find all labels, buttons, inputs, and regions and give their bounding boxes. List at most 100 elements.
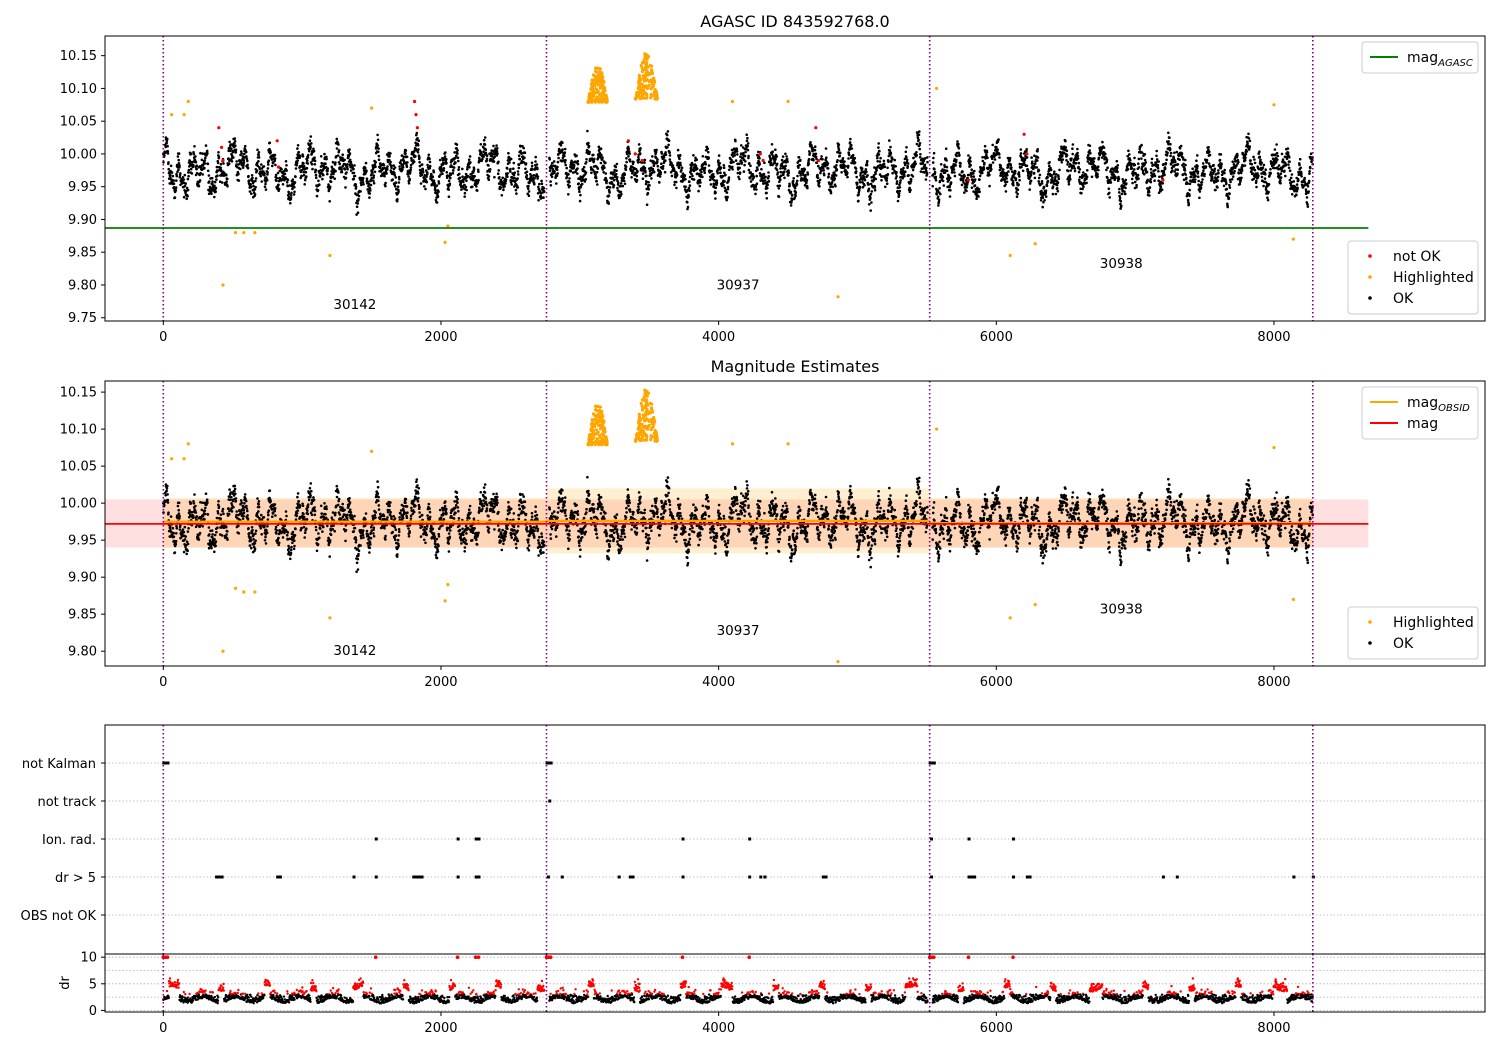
panel-agasc-ok-point: [671, 164, 675, 167]
panel-agasc-ok-point: [204, 156, 207, 160]
panel-agasc-ok-point: [305, 166, 309, 170]
panel-agasc-ok-point: [776, 171, 780, 174]
panel-agasc-ok-point: [918, 142, 922, 145]
panel-agasc-ok-point: [1117, 191, 1121, 194]
panel-agasc-ok-point: [1286, 147, 1290, 150]
panel-agasc-ok-point: [285, 164, 288, 167]
panel-agasc-ok-point: [377, 158, 381, 161]
panel-agasc-ok-point: [841, 157, 845, 160]
panel-agasc-ok-point: [850, 147, 854, 150]
panel-agasc-ok-point: [1299, 166, 1302, 170]
panel-agasc-ok-point: [292, 193, 296, 196]
panel-agasc-ok-point: [195, 164, 199, 167]
panel-agasc-highlighted-point: [935, 86, 939, 90]
panel-agasc-ok-point: [717, 154, 721, 157]
panel-agasc-ok-point: [909, 188, 912, 192]
panel-agasc-ok-point: [509, 157, 513, 161]
panel-agasc-ok-point: [1228, 192, 1231, 196]
panel-agasc-ok-point: [820, 155, 823, 158]
panel-agasc-ok-point: [1279, 179, 1282, 182]
panel-agasc-ok-point: [1179, 144, 1183, 148]
panel-agasc-ok-point: [510, 183, 513, 186]
panel-agasc-ok-point: [1207, 146, 1210, 149]
panel-agasc-ok-point: [1300, 175, 1303, 178]
panel-agasc-ok-point: [777, 187, 781, 190]
panel-agasc-ok-point: [513, 171, 516, 174]
panel-agasc-ok-point: [576, 162, 580, 166]
panel-agasc-ok-point: [905, 156, 908, 159]
panel-agasc-ok-point: [242, 158, 246, 162]
panel-agasc-ok-point: [435, 184, 439, 187]
panel-agasc-ok-point: [266, 171, 269, 174]
panel-agasc-ok-point: [704, 162, 707, 166]
panel-agasc-ok-point: [796, 174, 799, 178]
panel-agasc-title: AGASC ID 843592768.0: [700, 12, 889, 31]
panel-agasc-ok-point: [166, 149, 170, 153]
panel-agasc-ok-point: [324, 162, 327, 165]
panel-agasc-ok-point: [747, 154, 750, 158]
panel-agasc-ok-point: [1108, 196, 1111, 199]
panel-agasc-ok-point: [361, 176, 365, 180]
panel-agasc-ok-point: [666, 146, 669, 149]
panel-agasc-ok-point: [848, 141, 852, 144]
panel-agasc-ok-point: [195, 171, 199, 175]
panel-agasc-ok-point: [1238, 182, 1242, 186]
panel-agasc-ok-point: [167, 167, 170, 171]
panel-agasc-ok-point: [1239, 171, 1243, 175]
panel-agasc-ok-point: [514, 188, 518, 192]
panel-agasc-ok-point: [312, 147, 315, 151]
panel-agasc-ok-point: [925, 172, 929, 176]
panel-agasc-ok-point: [172, 182, 176, 185]
panel-agasc-ok-point: [937, 204, 940, 207]
panel-agasc-ok-point: [736, 153, 739, 156]
panel-agasc-ok-point: [285, 169, 289, 172]
panel-agasc-ok-point: [998, 156, 1001, 159]
panel-agasc-ok-point: [934, 175, 938, 179]
panel-agasc-ok-point: [1007, 170, 1010, 173]
panel-agasc-ok-point: [661, 167, 665, 170]
panel-agasc-ok-point: [1233, 169, 1236, 173]
panel-agasc-ok-point: [1276, 172, 1280, 175]
panel-agasc-ok-point: [1258, 155, 1262, 159]
panel-agasc-ok-point: [1262, 163, 1266, 167]
panel-agasc-highlighted-point: [170, 113, 174, 117]
panel-agasc-ok-point: [564, 163, 567, 167]
panel-agasc-ok-point: [199, 151, 202, 155]
panel-agasc-ok-point: [1168, 147, 1172, 151]
panel-agasc-ok-point: [240, 152, 243, 155]
panel-agasc-ok-point: [1148, 186, 1152, 189]
panel-agasc-ok-point: [1275, 151, 1279, 155]
panel-agasc-ok-point: [1060, 161, 1064, 164]
panel-agasc-ok-point: [563, 161, 567, 164]
panel-agasc-ok-point: [246, 163, 249, 167]
panel-agasc-ok-point: [235, 163, 238, 166]
panel-agasc-ok-point: [582, 165, 586, 169]
panel-agasc-ok-point: [746, 144, 749, 148]
panel-agasc-ok-point: [301, 155, 305, 158]
panel-agasc-ok-point: [700, 170, 703, 174]
panel-agasc-ok-point: [817, 181, 821, 184]
panel-agasc-ok-point: [426, 163, 429, 167]
panel-agasc-ok-point: [816, 173, 819, 177]
panel-agasc-ok-point: [767, 171, 770, 174]
panel-agasc-ok-point: [1296, 186, 1299, 190]
panel-agasc-ok-point: [1127, 149, 1130, 153]
panel-agasc-ok-point: [674, 180, 678, 184]
panel-agasc-ok-point: [222, 162, 225, 165]
panel-agasc-ok-point: [379, 162, 382, 165]
panel-agasc-ok-point: [536, 167, 539, 171]
panel-agasc-highlighted-point: [1008, 253, 1012, 258]
panel-agasc-ok-point: [177, 168, 180, 172]
panel-agasc-ok-point: [1279, 181, 1282, 185]
panel-agasc-ok-point: [1026, 168, 1030, 171]
panel-agasc-ok-point: [290, 191, 293, 195]
panel-agasc-ok-point: [659, 171, 663, 174]
panel-agasc-ok-point: [1196, 175, 1200, 178]
panel-agasc-ok-point: [192, 163, 195, 167]
panel-agasc-ok-point: [397, 181, 401, 184]
panel-agasc-ok-point: [421, 171, 425, 174]
panel-agasc-ok-point: [1213, 167, 1217, 171]
panel-agasc-ok-point: [509, 167, 512, 171]
panel-agasc-ok-point: [469, 161, 472, 164]
panel-agasc-ok-point: [203, 166, 206, 170]
